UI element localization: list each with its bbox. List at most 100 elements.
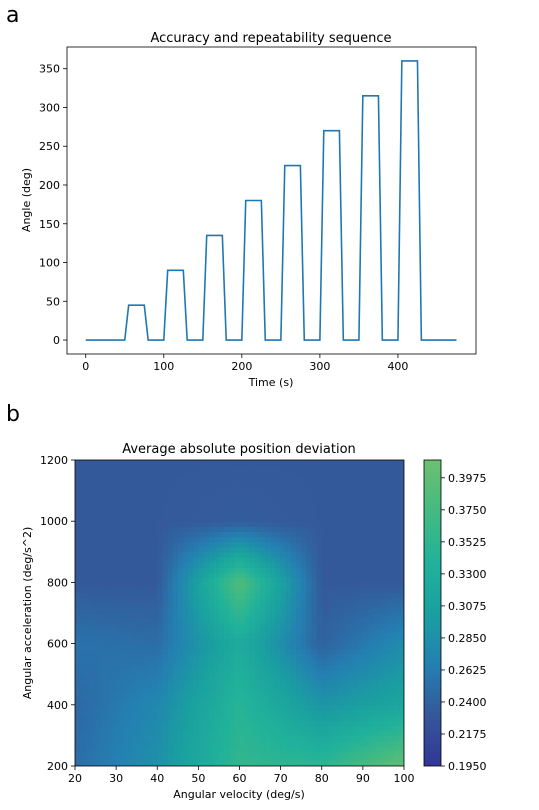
- heatmap-cell: [111, 618, 117, 624]
- heatmap-cell: [193, 460, 199, 466]
- heatmap-cell: [301, 577, 307, 583]
- heatmap-cell: [106, 480, 112, 486]
- heatmap-cell: [193, 506, 199, 512]
- heatmap-cell: [270, 496, 276, 502]
- heatmap-cell: [353, 654, 359, 660]
- heatmap-cell: [347, 465, 353, 471]
- heatmap-cell: [173, 649, 179, 655]
- heatmap-cell: [311, 690, 317, 696]
- heatmap-cell: [214, 475, 220, 481]
- heatmap-cell: [275, 684, 281, 690]
- heatmap-cell: [173, 608, 179, 614]
- heatmap-cell: [219, 470, 225, 476]
- heatmap-cell: [353, 613, 359, 619]
- heatmap-cell: [157, 756, 163, 762]
- heatmap-cell: [347, 654, 353, 660]
- heatmap-cell: [75, 613, 81, 619]
- heatmap-cell: [80, 639, 86, 645]
- heatmap-cell: [96, 618, 102, 624]
- heatmap-cell: [368, 531, 374, 537]
- heatmap-cell: [311, 557, 317, 563]
- heatmap-cell: [291, 460, 297, 466]
- heatmap-cell: [337, 613, 343, 619]
- heatmap-cell: [183, 608, 189, 614]
- heatmap-cell: [245, 516, 251, 522]
- heatmap-cell: [240, 613, 246, 619]
- heatmap-cell: [260, 725, 266, 731]
- heatmap-cell: [188, 639, 194, 645]
- heatmap-cell: [255, 496, 261, 502]
- heatmap-cell: [204, 480, 210, 486]
- heatmap-cell: [121, 725, 127, 731]
- heatmap-cell: [152, 567, 158, 573]
- heatmap-cell: [286, 562, 292, 568]
- heatmap-cell: [353, 537, 359, 543]
- heatmap-cell: [245, 720, 251, 726]
- heatmap-cell: [342, 613, 348, 619]
- heatmap-cell: [317, 746, 323, 752]
- heatmap-cell: [240, 465, 246, 471]
- heatmap-cell: [342, 730, 348, 736]
- heatmap-cell: [342, 715, 348, 721]
- heatmap-cell: [378, 470, 384, 476]
- heatmap-cell: [224, 552, 230, 558]
- heatmap-cell: [332, 633, 338, 639]
- heatmap-cell: [301, 506, 307, 512]
- heatmap-cell: [132, 491, 138, 497]
- heatmap-cell: [353, 486, 359, 492]
- heatmap-cell: [358, 741, 364, 747]
- heatmap-cell: [311, 649, 317, 655]
- heatmap-cell: [198, 567, 204, 573]
- heatmap-cell: [389, 496, 395, 502]
- heatmap-cell: [301, 649, 307, 655]
- heatmap-cell: [75, 470, 81, 476]
- heatmap-cell: [101, 639, 107, 645]
- heatmap-cell: [75, 654, 81, 660]
- heatmap-cell: [85, 521, 91, 527]
- heatmap-cell: [281, 751, 287, 757]
- heatmap-cell: [394, 496, 400, 502]
- heatmap-cell: [132, 639, 138, 645]
- heatmap-cell: [296, 593, 302, 599]
- heatmap-cell: [260, 506, 266, 512]
- heatmap-cell: [157, 725, 163, 731]
- heatmap-cell: [317, 593, 323, 599]
- heatmap-cell: [291, 700, 297, 706]
- heatmap-cell: [209, 603, 215, 609]
- heatmap-cell: [121, 695, 127, 701]
- heatmap-cell: [168, 741, 174, 747]
- heatmap-cell: [245, 486, 251, 492]
- heatmap-cell: [137, 491, 143, 497]
- heatmap-cell: [394, 526, 400, 532]
- heatmap-cell: [75, 735, 81, 741]
- heatmap-cell: [296, 628, 302, 634]
- heatmap-cell: [85, 516, 91, 522]
- heatmap-cell: [157, 684, 163, 690]
- heatmap-cell: [327, 603, 333, 609]
- heatmap-cell: [260, 537, 266, 543]
- heatmap-cell: [116, 613, 122, 619]
- heatmap-cell: [353, 669, 359, 675]
- heatmap-cell: [183, 618, 189, 624]
- heatmap-cell: [317, 567, 323, 573]
- heatmap-cell: [188, 623, 194, 629]
- heatmap-cell: [317, 741, 323, 747]
- heatmap-cell: [126, 608, 132, 614]
- heatmap-cell: [342, 639, 348, 645]
- heatmap-cell: [204, 679, 210, 685]
- heatmap-cell: [229, 725, 235, 731]
- heatmap-cell: [250, 557, 256, 563]
- heatmap-cell: [178, 526, 184, 532]
- heatmap-cell: [224, 531, 230, 537]
- heatmap-cell: [306, 537, 312, 543]
- heatmap-cell: [306, 725, 312, 731]
- heatmap-cell: [178, 572, 184, 578]
- heatmap-cell: [260, 475, 266, 481]
- heatmap-cell: [80, 664, 86, 670]
- heatmap-cell: [281, 496, 287, 502]
- heatmap-cell: [311, 567, 317, 573]
- heatmap-cell: [255, 679, 261, 685]
- heatmap-cell: [301, 674, 307, 680]
- heatmap-cell: [90, 465, 96, 471]
- heatmap-cell: [317, 572, 323, 578]
